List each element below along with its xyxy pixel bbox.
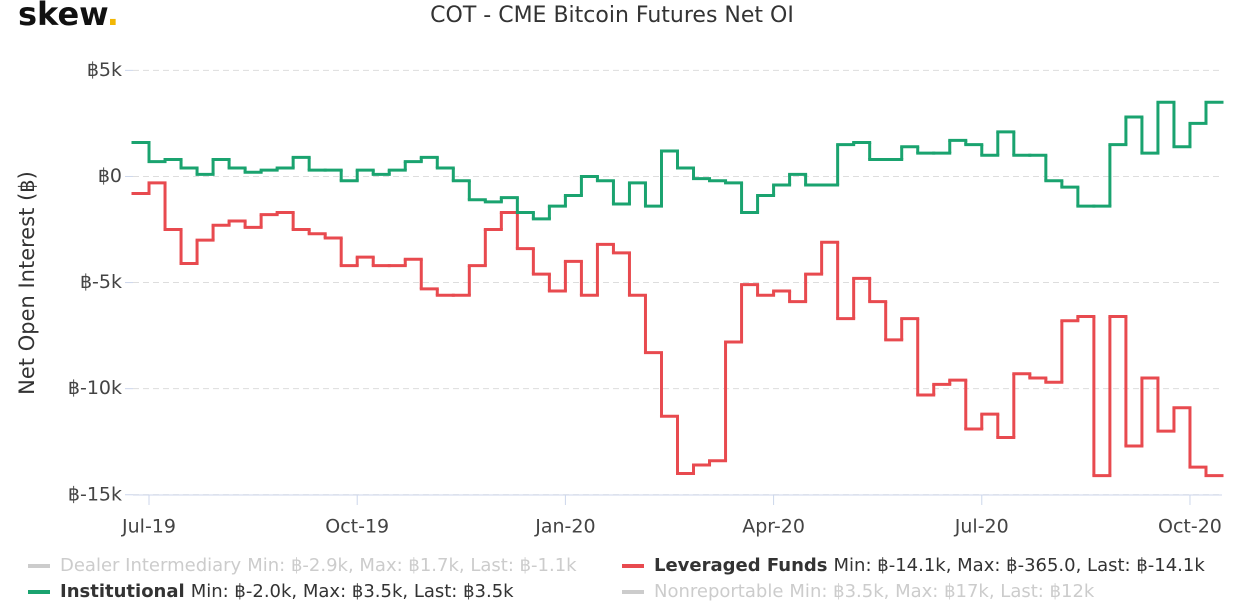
legend-name: Nonreportable	[654, 581, 783, 602]
x-tick-label: Apr-20	[742, 516, 805, 538]
legend-entry: Nonreportable Min: ฿3.5k, Max: ฿17k, Last…	[654, 581, 1095, 602]
y-tick-label: ฿-10k	[68, 377, 122, 399]
y-tick-label: ฿-5k	[80, 271, 122, 293]
x-tick-label: Jul-20	[954, 516, 1009, 538]
y-tick-label: ฿5k	[87, 59, 122, 81]
legend-stats: Min: ฿-14.1k, Max: ฿-365.0, Last: ฿-14.1…	[834, 555, 1206, 576]
x-tick-label: Jan-20	[534, 516, 595, 538]
x-tick-label: Oct-19	[325, 516, 389, 538]
legend-stats: Min: ฿-2.0k, Max: ฿3.5k, Last: ฿3.5k	[191, 581, 514, 602]
legend-entry: Dealer Intermediary Min: ฿-2.9k, Max: ฿1.…	[60, 555, 577, 576]
legend-stats: Min: ฿-2.9k, Max: ฿1.7k, Last: ฿-1.1k	[247, 555, 577, 576]
y-tick-label: ฿0	[98, 165, 122, 187]
y-axis-title: Net Open Interest (฿)	[15, 171, 39, 395]
logo-dot: .	[107, 0, 119, 33]
legend-name: Institutional	[60, 581, 185, 602]
legend-name: Leveraged Funds	[654, 555, 828, 576]
logo: skew.	[18, 0, 119, 33]
legend-stats: Min: ฿3.5k, Max: ฿17k, Last: ฿12k	[789, 581, 1095, 602]
x-tick-label: Oct-20	[1158, 516, 1222, 538]
y-tick-label: ฿-15k	[68, 483, 122, 505]
x-tick-label: Jul-19	[121, 516, 176, 538]
legend-name: Dealer Intermediary	[60, 555, 242, 576]
chart-title: COT - CME Bitcoin Futures Net OI	[430, 3, 794, 28]
logo-text: skew	[18, 0, 108, 33]
legend-entry: Leveraged Funds Min: ฿-14.1k, Max: ฿-365.…	[654, 555, 1205, 576]
legend-entry: Institutional Min: ฿-2.0k, Max: ฿3.5k, La…	[60, 581, 514, 602]
